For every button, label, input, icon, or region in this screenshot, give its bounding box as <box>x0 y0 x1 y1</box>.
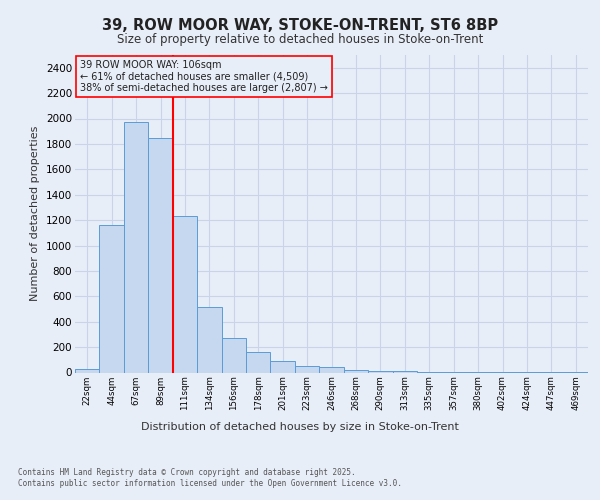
Bar <box>148 138 173 372</box>
Bar <box>100 225 124 372</box>
Bar <box>173 216 197 372</box>
Bar <box>197 307 221 372</box>
Bar <box>344 370 368 372</box>
Bar <box>246 352 271 372</box>
Bar <box>368 370 392 372</box>
Bar <box>75 370 100 372</box>
Bar <box>124 122 148 372</box>
Bar <box>271 361 295 372</box>
Text: Contains HM Land Registry data © Crown copyright and database right 2025.
Contai: Contains HM Land Registry data © Crown c… <box>18 468 402 487</box>
Bar <box>295 366 319 372</box>
Text: 39, ROW MOOR WAY, STOKE-ON-TRENT, ST6 8BP: 39, ROW MOOR WAY, STOKE-ON-TRENT, ST6 8B… <box>102 18 498 32</box>
Bar <box>221 338 246 372</box>
Text: Size of property relative to detached houses in Stoke-on-Trent: Size of property relative to detached ho… <box>117 32 483 46</box>
Y-axis label: Number of detached properties: Number of detached properties <box>31 126 40 302</box>
Text: Distribution of detached houses by size in Stoke-on-Trent: Distribution of detached houses by size … <box>141 422 459 432</box>
Bar <box>319 368 344 372</box>
Text: 39 ROW MOOR WAY: 106sqm
← 61% of detached houses are smaller (4,509)
38% of semi: 39 ROW MOOR WAY: 106sqm ← 61% of detache… <box>80 60 328 93</box>
